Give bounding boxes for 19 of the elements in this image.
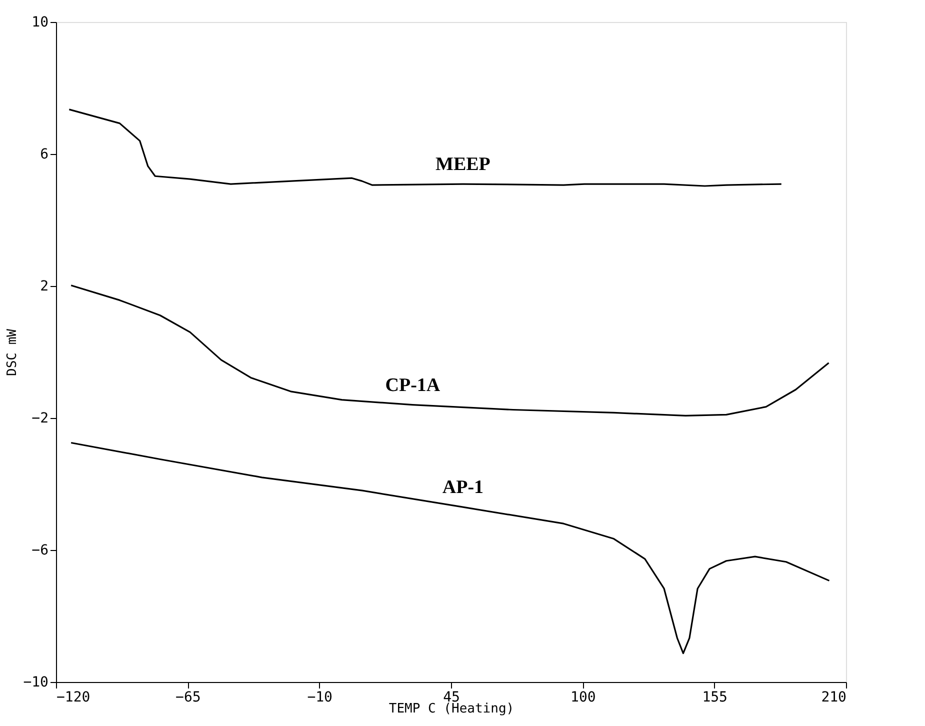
x-tick-label: 155 bbox=[702, 690, 728, 706]
y-tick-label: −10 bbox=[23, 674, 48, 690]
y-tick-label: 10 bbox=[32, 14, 48, 30]
series-label: MEEP bbox=[436, 154, 491, 176]
y-tick-label: −2 bbox=[32, 410, 48, 426]
y-axis-title: DSC mW bbox=[5, 328, 20, 376]
line-series bbox=[70, 442, 830, 654]
y-tick-label: −6 bbox=[32, 542, 48, 558]
line-series bbox=[68, 108, 782, 187]
x-tick-label: −120 bbox=[56, 690, 90, 706]
x-tick-label: −65 bbox=[176, 690, 201, 706]
line-series bbox=[70, 284, 830, 416]
series-label: CP-1A bbox=[385, 374, 440, 396]
x-tick-label: −10 bbox=[307, 690, 332, 706]
series-label: AP-1 bbox=[442, 477, 484, 498]
y-tick-label: 2 bbox=[40, 278, 48, 294]
x-tick-label: 210 bbox=[821, 690, 846, 706]
x-tick-label: 100 bbox=[570, 690, 596, 706]
y-tick-label: 6 bbox=[40, 146, 48, 162]
